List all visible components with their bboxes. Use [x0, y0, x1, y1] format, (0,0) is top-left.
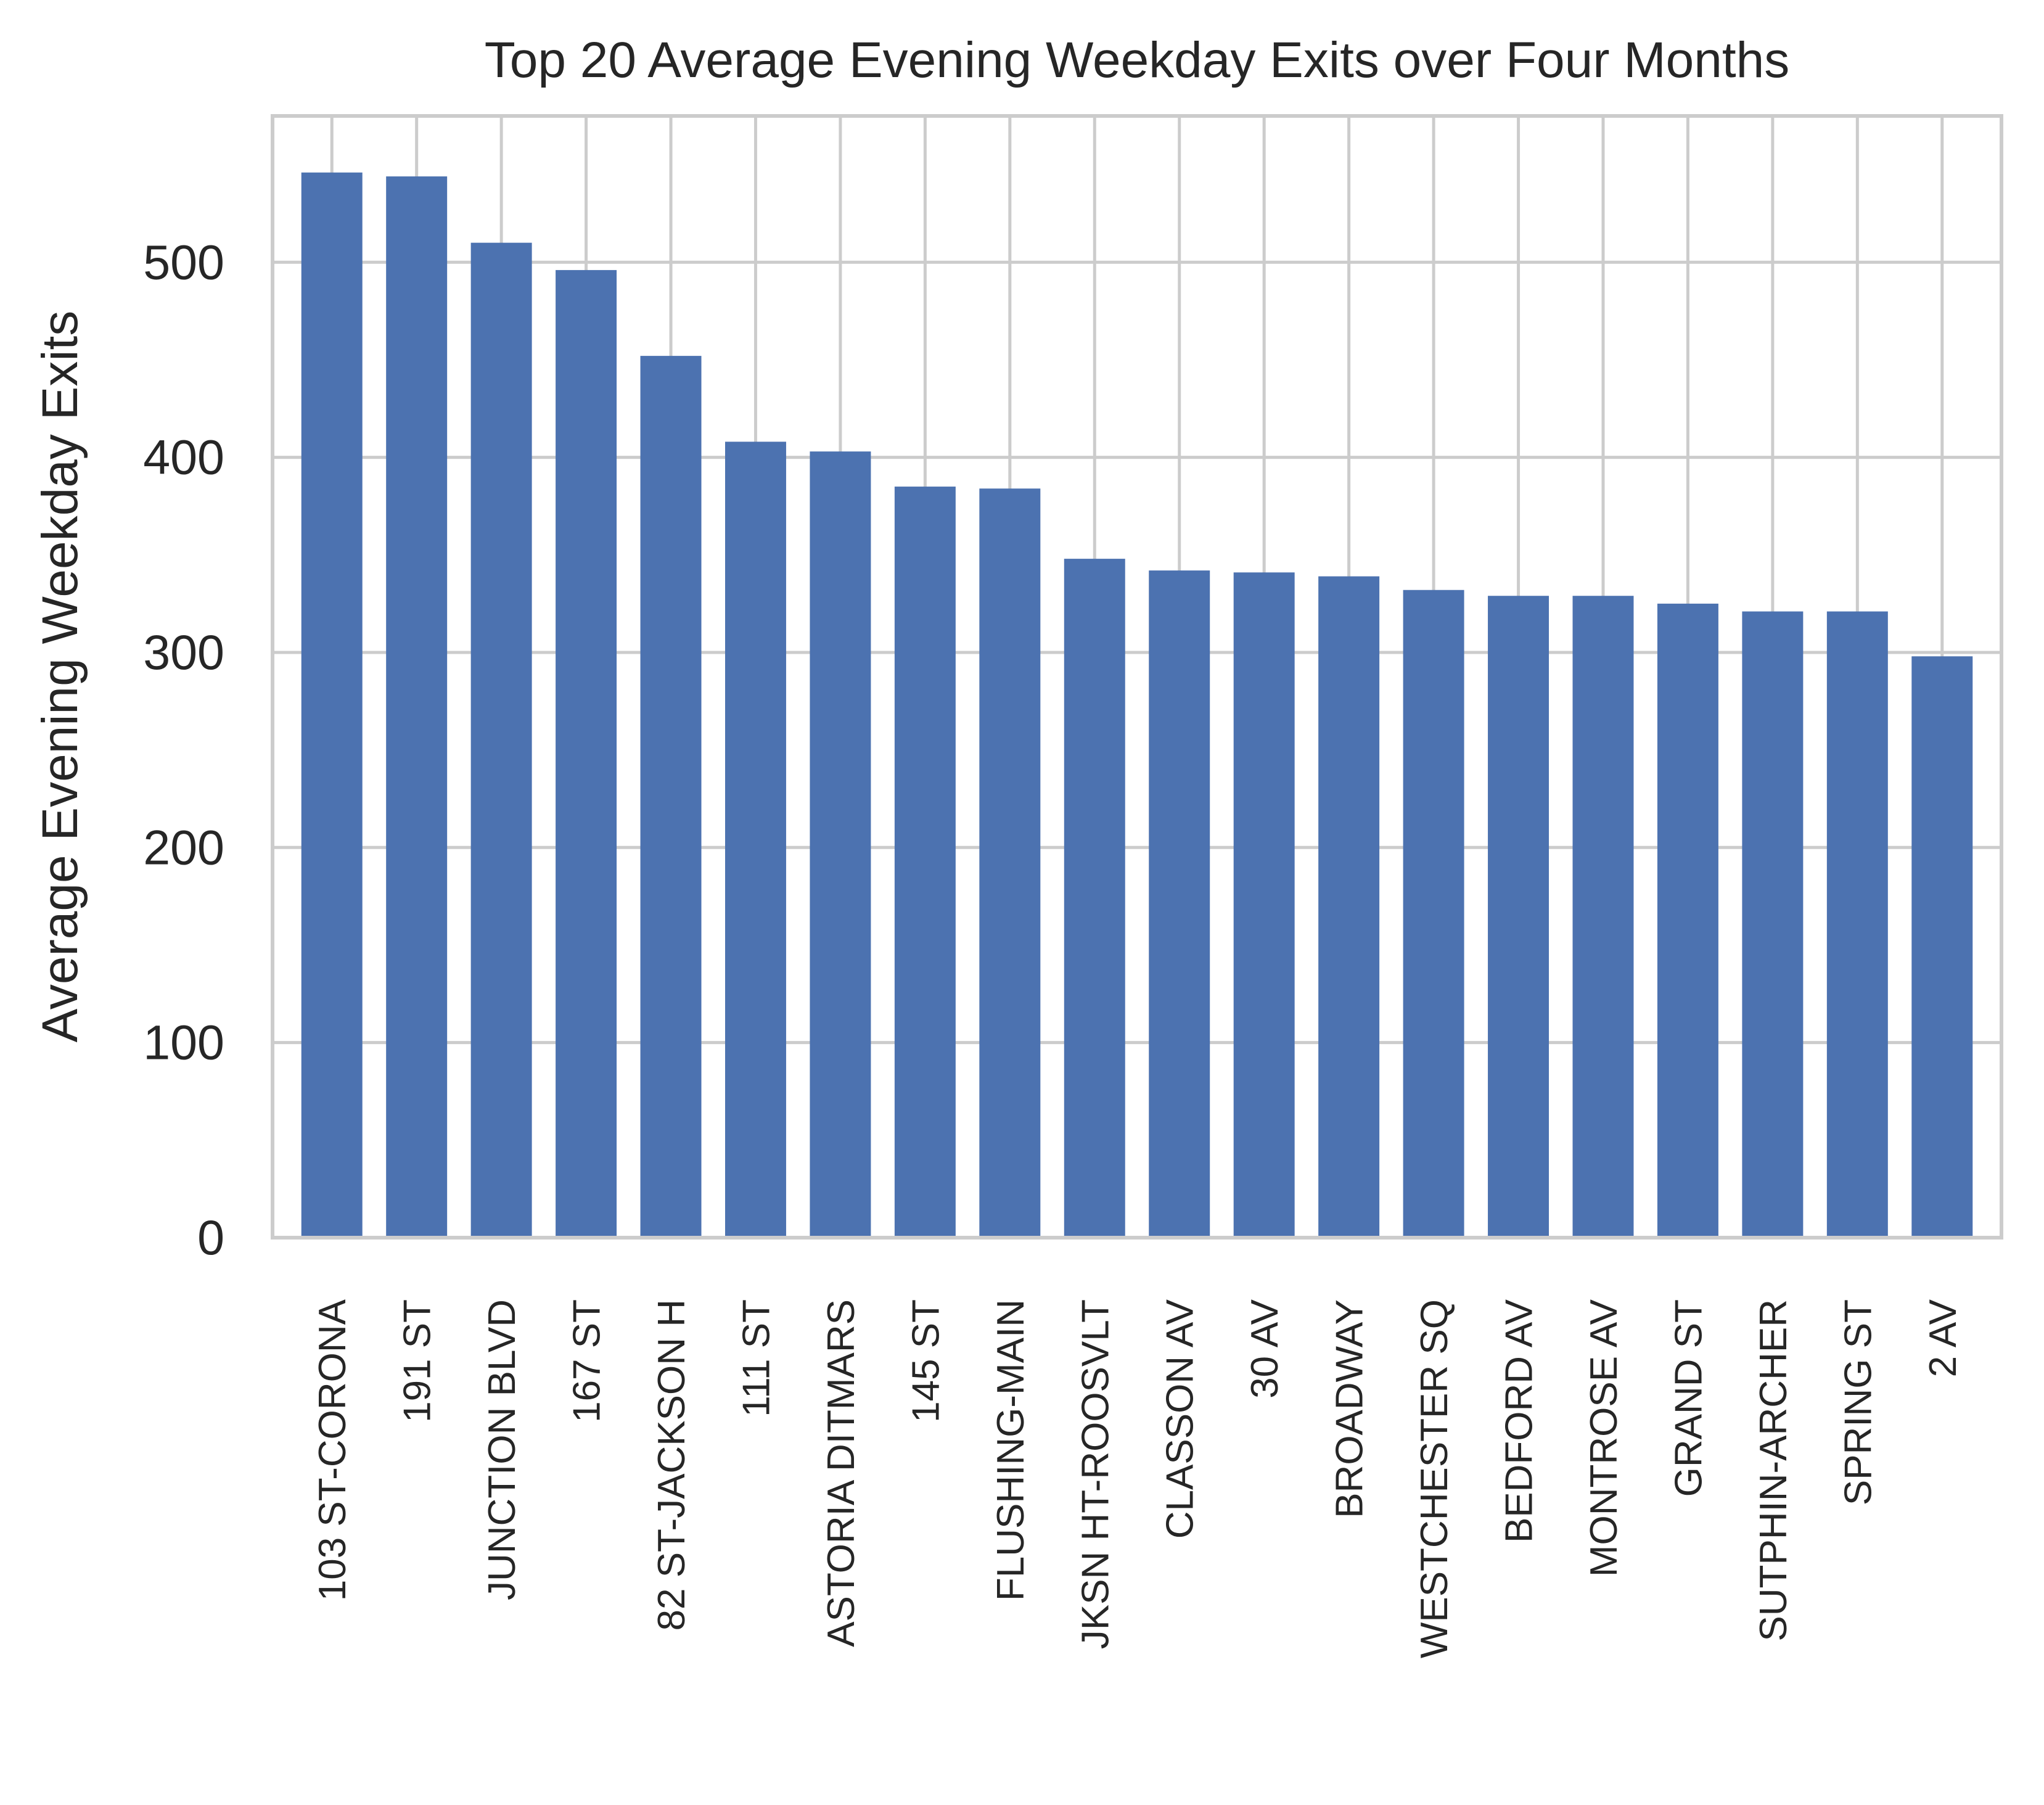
bar [640, 356, 702, 1238]
bar [301, 172, 363, 1238]
bar [470, 242, 532, 1238]
bar [724, 442, 786, 1238]
y-tick-label: 100 [143, 1015, 224, 1070]
y-tick-label: 300 [143, 625, 224, 680]
x-tick-label: 167 ST [566, 1299, 609, 1423]
bar [386, 176, 448, 1238]
x-tick-label: 111 ST [735, 1299, 778, 1417]
bar [810, 451, 871, 1238]
x-tick-label: JKSN HT-ROOSVLT [1074, 1299, 1117, 1649]
x-tick-label: CLASSON AV [1159, 1299, 1202, 1539]
x-tick-label: 82 ST-JACKSON H [651, 1299, 693, 1630]
bar [1403, 590, 1464, 1238]
y-tick-label: 500 [143, 234, 224, 289]
x-tick-label: FLUSHING-MAIN [990, 1299, 1032, 1601]
plot-frame [271, 114, 2003, 1240]
x-tick-label: JUNCTION BLVD [481, 1299, 523, 1600]
x-tick-label: WESTCHESTER SQ [1413, 1299, 1456, 1658]
x-tick-label: SPRING ST [1837, 1299, 1879, 1505]
y-tick-label: 0 [197, 1210, 224, 1265]
y-axis-label: Average Evening Weekday Exits [32, 311, 88, 1043]
x-tick-label: BROADWAY [1329, 1299, 1371, 1518]
x-tick-label: 103 ST-CORONA [311, 1299, 354, 1601]
bar [1149, 570, 1210, 1238]
bar [894, 487, 956, 1238]
bar [1488, 596, 1549, 1238]
bars [301, 172, 1973, 1238]
chart-title: Top 20 Average Evening Weekday Exits ove… [485, 32, 1789, 88]
bar [556, 269, 617, 1238]
x-tick-label: 145 ST [905, 1299, 947, 1423]
bar [1572, 596, 1634, 1238]
y-tick-labels: 0 100 200 300 400 500 [143, 234, 224, 1265]
bar [1064, 559, 1125, 1238]
bar [979, 488, 1041, 1238]
x-tick-label: 191 ST [396, 1299, 439, 1423]
y-tick-label: 200 [143, 820, 224, 874]
bar [1318, 576, 1380, 1238]
x-tick-label: 30 AV [1244, 1299, 1286, 1399]
x-tick-label: GRAND ST [1667, 1299, 1710, 1497]
bar [1742, 611, 1804, 1238]
bar [1826, 611, 1888, 1238]
y-tick-label: 400 [143, 430, 224, 485]
bar [1233, 572, 1295, 1238]
x-tick-label: 2 AV [1922, 1299, 1964, 1377]
bar [1911, 656, 1973, 1238]
x-tick-label: SUTPHIN-ARCHER [1752, 1299, 1795, 1642]
x-tick-label: BEDFORD AV [1498, 1299, 1541, 1543]
x-tick-labels: 103 ST-CORONA 191 ST JUNCTION BLVD 167 ST 82… [311, 1299, 1964, 1658]
x-tick-label: MONTROSE AV [1583, 1299, 1625, 1577]
x-tick-label: ASTORIA DITMARS [820, 1299, 863, 1647]
bar [1657, 603, 1718, 1238]
